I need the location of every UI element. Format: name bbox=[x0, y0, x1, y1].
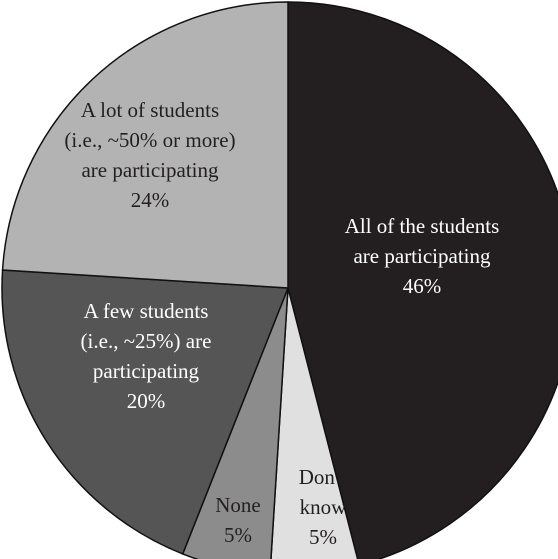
slice-label-4: A lot of students (i.e., ~50% or more) are… bbox=[64, 98, 235, 212]
slice-label-line-2-0: None bbox=[215, 493, 261, 517]
slice-label-line-3-2: participating bbox=[93, 359, 200, 383]
slice-label-line-1-1: know bbox=[300, 495, 348, 519]
slice-label-line-0-1: are participating bbox=[353, 244, 491, 268]
slice-label-line-4-1: (i.e., ~50% or more) bbox=[64, 128, 235, 152]
slice-label-3: A few students (i.e., ~25%) are participat… bbox=[81, 299, 212, 413]
slice-label-line-0-0: All of the students bbox=[345, 214, 500, 238]
slice-value-label-3: 20% bbox=[127, 389, 166, 413]
pie-slice-1 bbox=[270, 287, 359, 559]
slice-label-line-3-0: A few students bbox=[84, 299, 209, 323]
slice-value-label-2: 5% bbox=[224, 523, 252, 547]
slice-label-line-3-1: (i.e., ~25%) are bbox=[81, 329, 212, 353]
slice-value-label-4: 24% bbox=[131, 188, 170, 212]
slice-label-line-1-0: Don’t bbox=[299, 465, 348, 489]
slice-label-line-4-0: A lot of students bbox=[81, 98, 219, 122]
slice-label-1: Don’t know 5% bbox=[299, 465, 348, 549]
slice-label-0: All of the students are participating 46% bbox=[345, 214, 500, 298]
slice-value-label-1: 5% bbox=[309, 525, 337, 549]
pie-slice-0 bbox=[287, 1, 558, 559]
pie-labels: All of the students are participating 46% D… bbox=[64, 98, 499, 549]
slice-value-label-0: 46% bbox=[403, 274, 442, 298]
slice-label-line-4-2: are participating bbox=[81, 158, 219, 182]
slice-label-2: None 5% bbox=[215, 493, 261, 547]
pie-slice-4 bbox=[1, 1, 289, 289]
pie-slice-3 bbox=[1, 269, 290, 555]
